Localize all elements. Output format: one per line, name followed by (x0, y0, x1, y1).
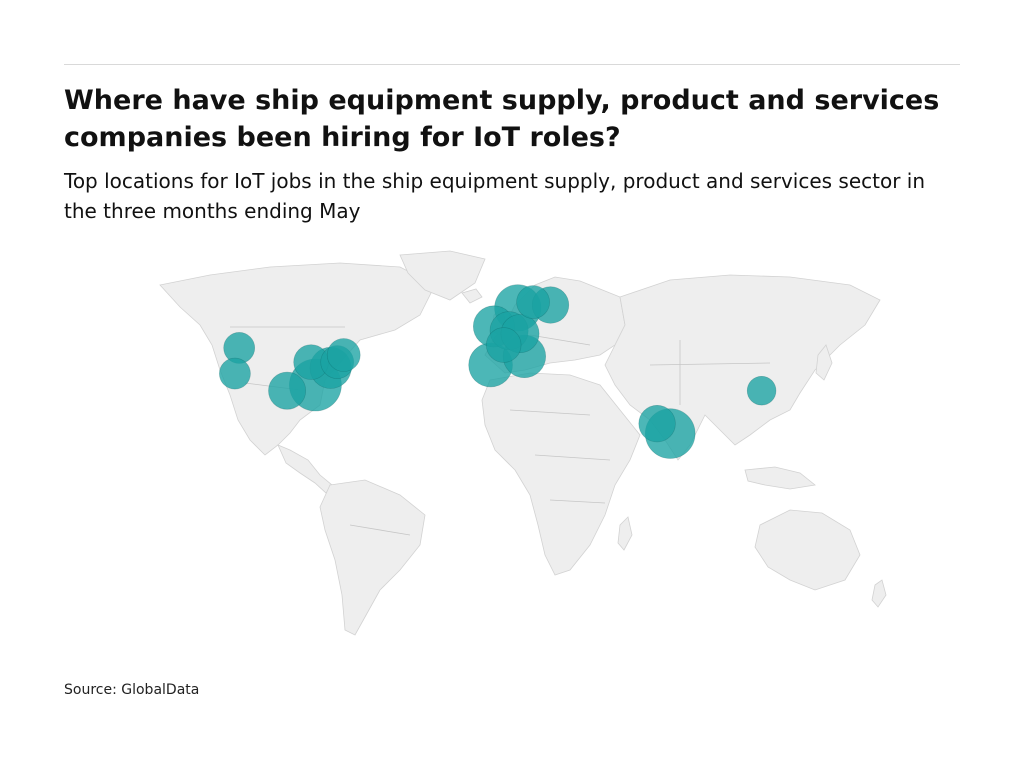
southeast-asia-islands-land (744, 466, 816, 490)
bubble-france (486, 327, 522, 363)
source-note: Source: GlobalData (64, 682, 200, 698)
madagascar-land (617, 516, 633, 551)
greenland-land (399, 250, 486, 301)
bubble-united-states-california (219, 357, 251, 390)
chart-subtitle: Top locations for IoT jobs in the ship e… (64, 169, 926, 223)
south-america-border (349, 524, 411, 536)
bubble-india-west (638, 405, 676, 443)
bubble-sweden (516, 285, 550, 319)
asia-border-1 (649, 362, 771, 366)
south-america-land (319, 479, 426, 636)
europe-border-1 (529, 334, 591, 346)
africa-border-2 (534, 454, 611, 461)
australia-land (754, 509, 861, 591)
world-map (159, 250, 887, 636)
top-divider (64, 64, 960, 65)
bubble-china (746, 376, 777, 406)
country-borders (230, 326, 771, 536)
africa-land (481, 372, 641, 576)
africa-border-1 (509, 409, 591, 416)
bubble-united-states-northeast (326, 338, 361, 372)
chart-title: Where have ship equipment supply, produc… (64, 85, 940, 153)
bubble-united-states-texas (268, 371, 307, 410)
bubble-layer (219, 284, 777, 459)
africa-border-3 (549, 499, 606, 504)
central-america-land (277, 444, 333, 494)
japan-land (815, 344, 833, 381)
iceland-land (461, 288, 483, 304)
new-zealand-land (871, 579, 887, 608)
